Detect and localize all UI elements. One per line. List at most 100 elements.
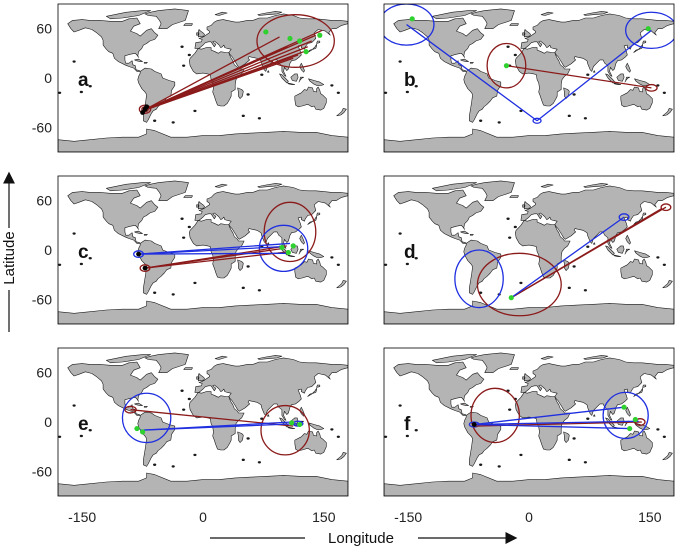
land-mass (460, 230, 469, 234)
map-panel-d: d (383, 175, 675, 325)
green-point (297, 38, 303, 44)
land-mass (143, 406, 148, 408)
x-tick-label: 150 (638, 509, 662, 525)
land-mass (583, 11, 609, 16)
land-mass (520, 185, 674, 249)
islet (414, 257, 418, 260)
land-mass (237, 431, 244, 443)
y-tick-label: 60 (36, 21, 52, 37)
islet (506, 217, 510, 220)
islet (241, 114, 245, 118)
land-mass (509, 367, 519, 370)
land-mass (613, 82, 622, 85)
land-mass (463, 67, 502, 123)
land-mass (469, 62, 474, 64)
islet (171, 121, 175, 124)
islet (88, 257, 92, 260)
islet (330, 428, 334, 431)
land-mass (58, 128, 348, 152)
islet (72, 232, 76, 235)
islet (583, 461, 587, 464)
land-mass (67, 361, 159, 416)
islet (398, 60, 402, 63)
land-mass (460, 402, 469, 406)
islet (187, 225, 191, 229)
red-uncertainty-ellipse (256, 14, 335, 68)
islet (257, 289, 261, 292)
green-point (287, 35, 293, 42)
x-tick-label: 150 (312, 509, 336, 525)
y-tick-label: 60 (36, 193, 52, 209)
red-connection-line (142, 57, 294, 112)
panel-frame (57, 347, 349, 497)
land-mass (515, 391, 571, 451)
islet (656, 256, 660, 259)
land-mass (625, 406, 631, 417)
land-mass (662, 108, 673, 117)
green-point (279, 244, 285, 251)
land-mass (308, 78, 325, 86)
islet (662, 263, 666, 266)
black-point (136, 251, 141, 257)
green-point (285, 249, 291, 256)
red-connection-line (144, 245, 287, 269)
land-mass (625, 62, 631, 73)
land-mass (593, 414, 596, 417)
islet (405, 434, 409, 438)
islet (662, 91, 666, 95)
islet (241, 286, 245, 290)
panel-frame (57, 3, 349, 153)
islet (398, 232, 402, 235)
islet (519, 109, 523, 113)
x-tick-label: 0 (199, 509, 207, 525)
islet (58, 435, 62, 438)
blue-uncertainty-ellipse (602, 391, 649, 440)
land-mass (194, 357, 348, 421)
land-mass (183, 195, 193, 198)
islet (88, 85, 92, 88)
land-mass (605, 245, 615, 256)
islet (586, 417, 590, 420)
islet (567, 114, 571, 118)
red-connection-line (510, 208, 662, 299)
green-point (289, 420, 295, 426)
land-mass (593, 242, 596, 245)
land-mass (290, 73, 299, 82)
y-tick-label: -60 (32, 119, 52, 135)
islet (567, 286, 571, 290)
red-uncertainty-ellipse (476, 252, 562, 317)
land-mass (267, 242, 270, 245)
land-mass (384, 128, 674, 152)
islet (153, 463, 157, 466)
overlay-layer (138, 14, 335, 115)
islet (662, 435, 666, 438)
green-point (139, 429, 146, 435)
land-mass (196, 204, 199, 208)
land-mass (540, 11, 554, 16)
land-mass (620, 86, 653, 111)
land-mass (316, 40, 321, 44)
land-mass (294, 258, 327, 283)
islet (384, 435, 388, 438)
land-mass (67, 17, 159, 72)
islet (572, 93, 576, 96)
map-panel-f: f (383, 347, 675, 497)
land-mass (662, 280, 673, 289)
islet (182, 236, 186, 239)
land-mass (194, 13, 348, 77)
land-mass (613, 254, 622, 257)
islet (72, 60, 76, 63)
land-mass (183, 23, 193, 26)
land-mass (298, 76, 304, 83)
islet (414, 85, 418, 88)
land-mass (336, 108, 347, 117)
land-mass (144, 352, 189, 373)
blue-uncertainty-ellipse (618, 213, 630, 222)
land-mass (197, 201, 205, 210)
islet (187, 53, 191, 57)
land-mass (593, 70, 596, 73)
islet (171, 465, 175, 468)
islet (656, 84, 660, 87)
land-mass (237, 259, 244, 271)
land-mass (620, 258, 653, 283)
